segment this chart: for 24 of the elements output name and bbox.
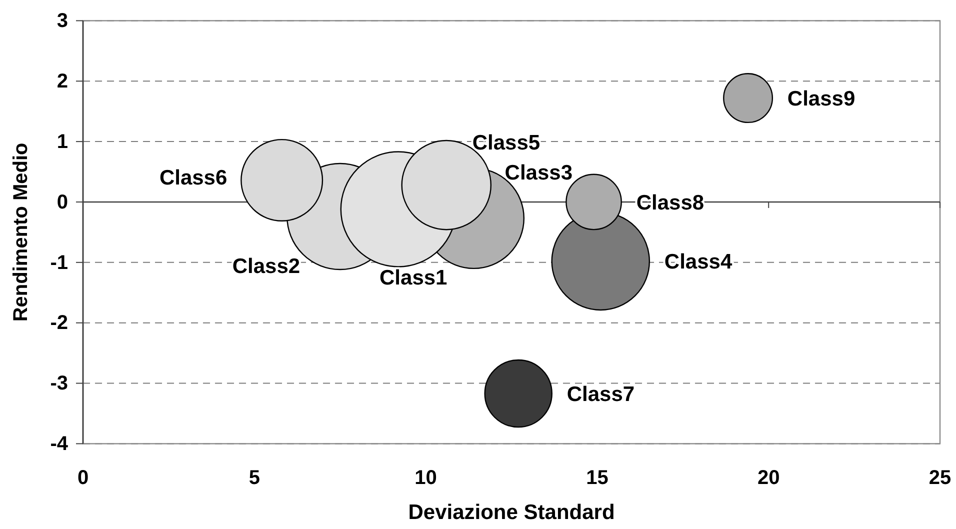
series-label: Class2 bbox=[232, 254, 300, 278]
x-axis-title: Deviazione Standard bbox=[408, 501, 615, 524]
series-label: Class1 bbox=[380, 266, 448, 290]
y-tick-label: -1 bbox=[50, 252, 68, 274]
x-tick-label: 0 bbox=[77, 466, 89, 489]
y-tick-label: -3 bbox=[50, 372, 68, 395]
x-tick-label: 25 bbox=[928, 466, 952, 489]
y-tick-label: 3 bbox=[56, 10, 68, 32]
y-tick-label: 0 bbox=[56, 191, 68, 214]
x-tick-label: 15 bbox=[586, 466, 608, 489]
y-tick-label: 2 bbox=[56, 70, 68, 93]
y-tick-label: -2 bbox=[50, 312, 68, 334]
x-tick-label: 10 bbox=[414, 466, 437, 489]
series-label: Class9 bbox=[787, 87, 856, 110]
x-tick-label: 20 bbox=[757, 466, 780, 489]
x-tick-label: 5 bbox=[248, 466, 260, 489]
y-tick-label: 1 bbox=[56, 130, 68, 153]
series-label: Class7 bbox=[566, 382, 635, 406]
series-label: Class3 bbox=[504, 162, 573, 185]
y-axis-title: Rendimento Medio bbox=[10, 142, 32, 322]
series-label: Class4 bbox=[664, 250, 732, 274]
y-tick-label: -4 bbox=[50, 433, 69, 456]
series-label: Class5 bbox=[472, 131, 540, 154]
series-label: Class6 bbox=[159, 166, 228, 190]
